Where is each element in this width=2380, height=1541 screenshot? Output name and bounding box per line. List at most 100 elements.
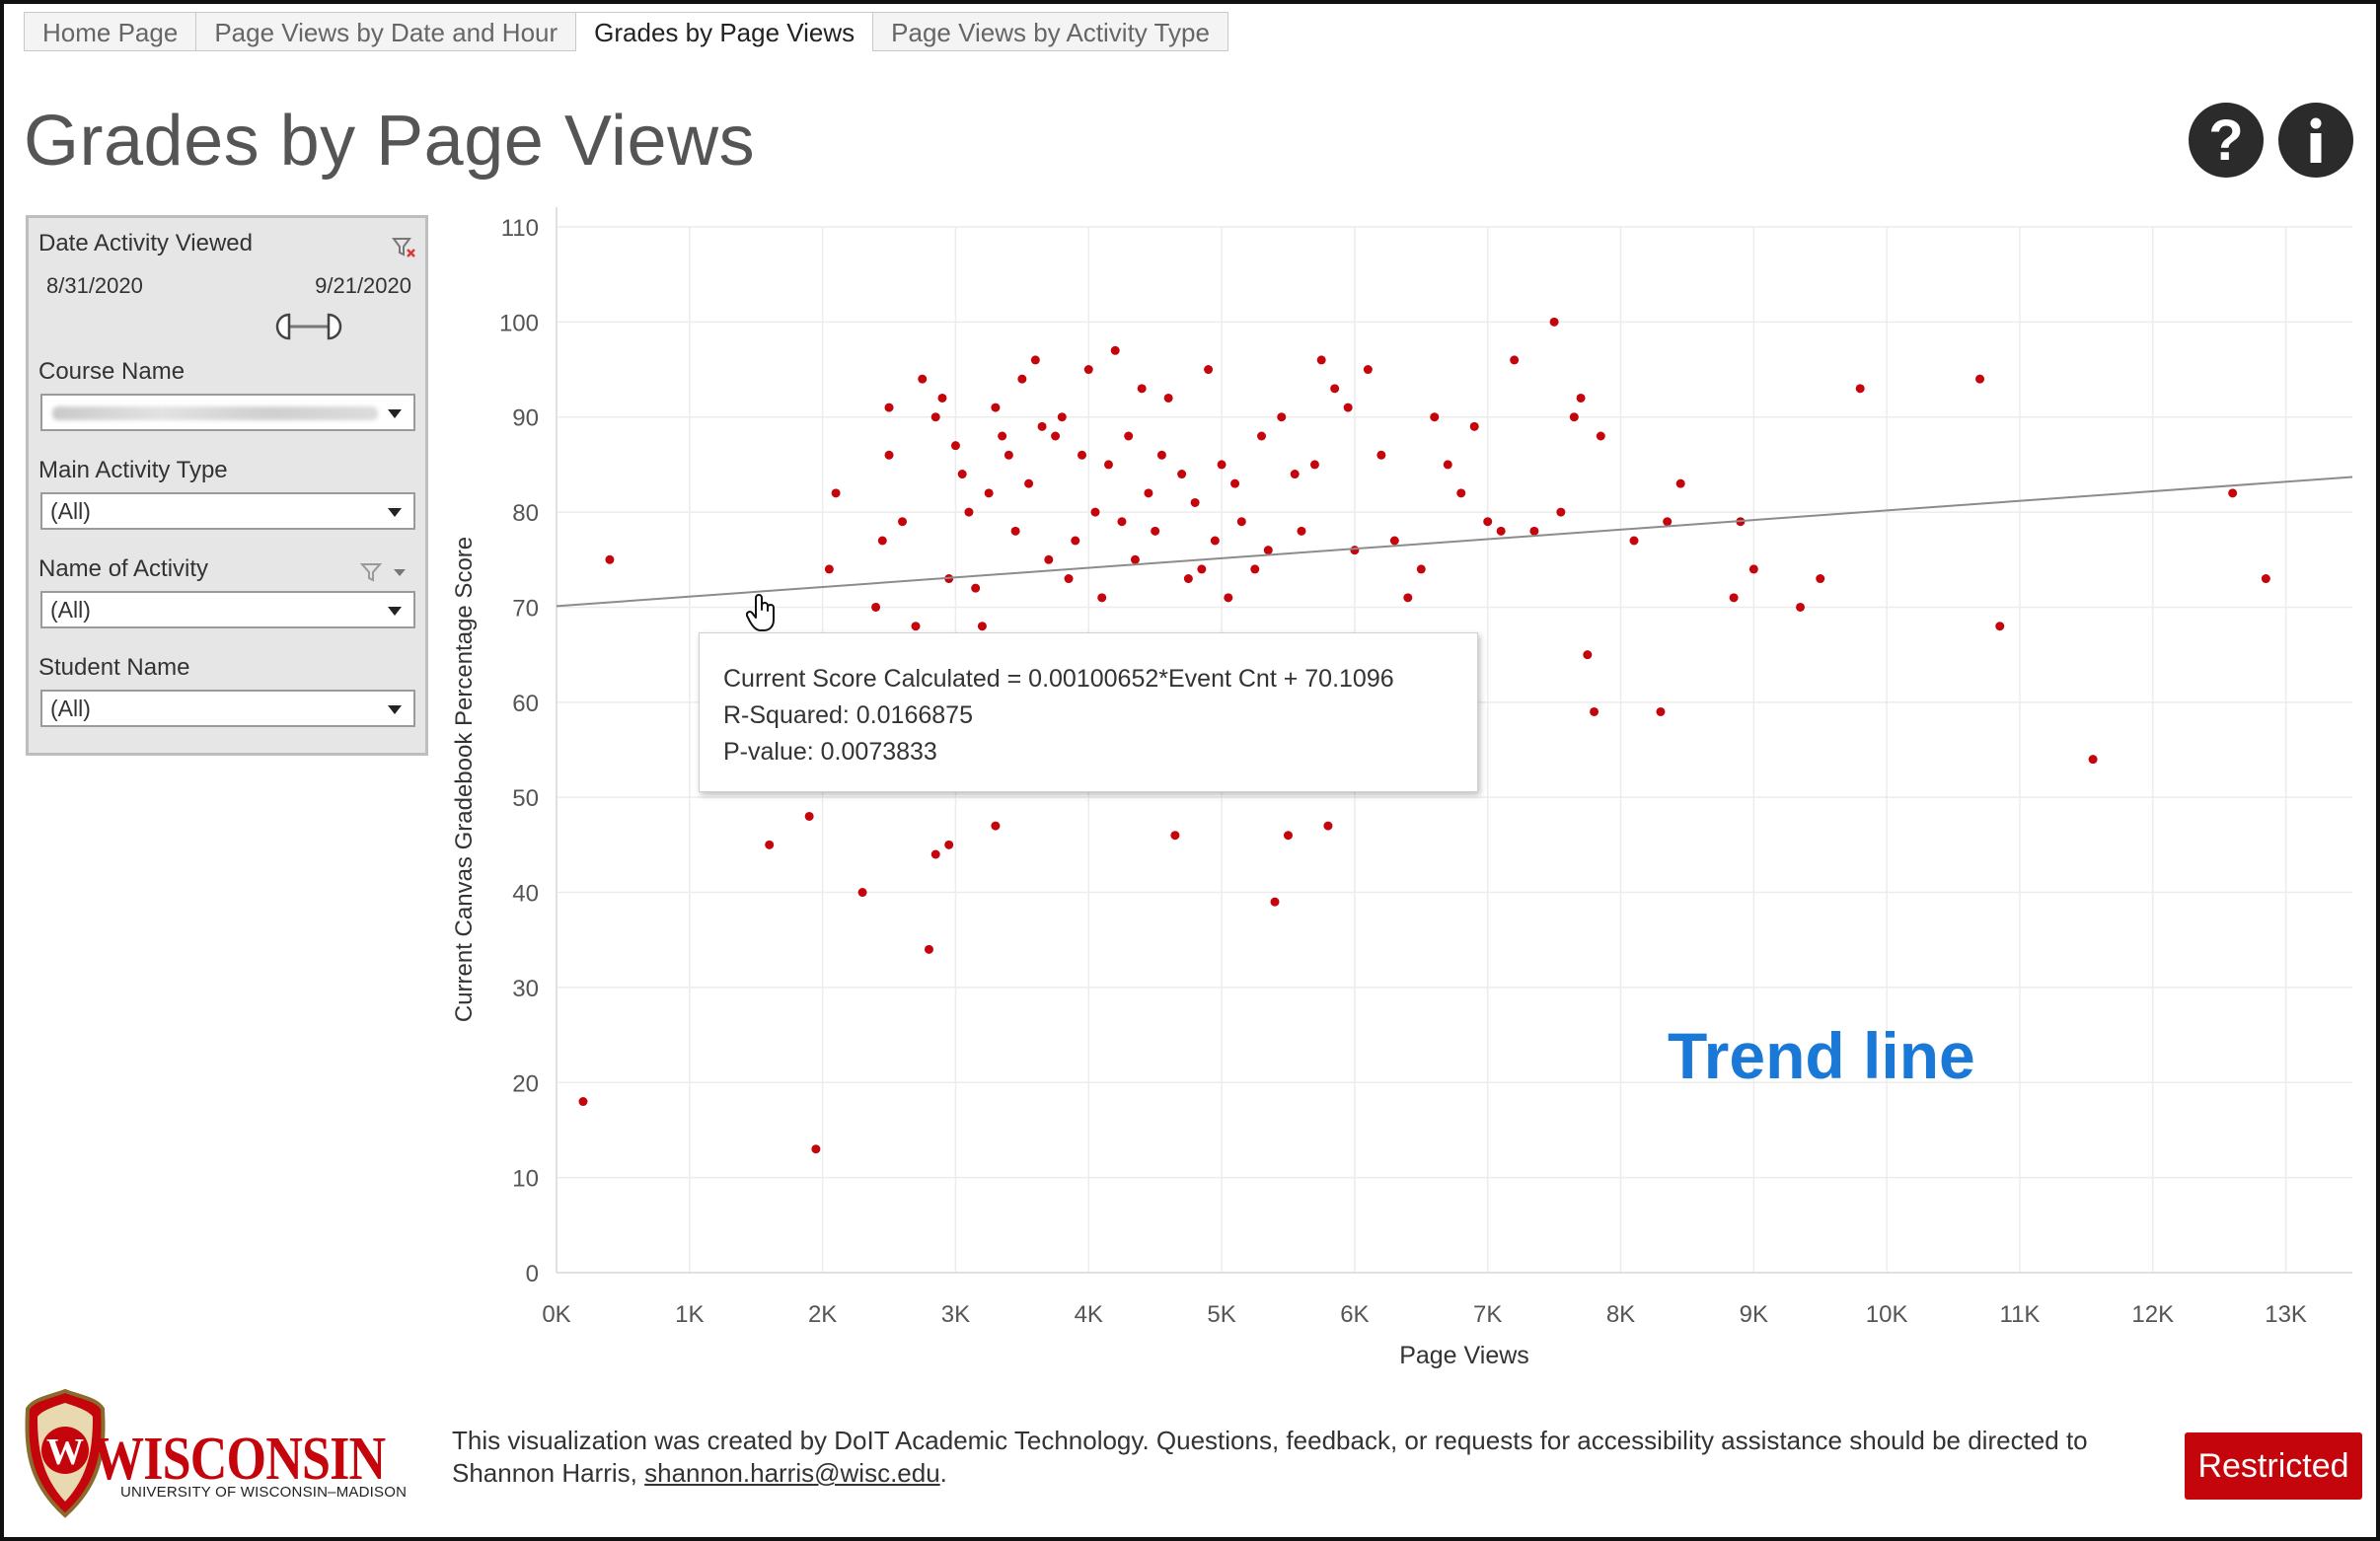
- data-point: [1183, 574, 1193, 584]
- info-button[interactable]: [2278, 103, 2353, 178]
- info-circle-icon: [2310, 117, 2322, 163]
- data-point: [1316, 355, 1326, 365]
- contact-email-link[interactable]: shannon.harris@wisc.edu: [644, 1458, 940, 1488]
- data-point: [884, 403, 894, 412]
- filter-menu-icon[interactable]: [360, 561, 419, 585]
- date-range-slider[interactable]: [267, 311, 350, 342]
- data-point: [1283, 831, 1293, 841]
- data-point: [911, 622, 921, 631]
- data-point: [2228, 488, 2238, 498]
- data-point: [1030, 355, 1040, 365]
- data-point: [944, 840, 954, 849]
- data-point: [871, 602, 881, 612]
- data-point: [1596, 431, 1605, 441]
- student-filter-label: Student Name: [38, 654, 190, 681]
- data-point: [1469, 421, 1479, 431]
- x-tick-label: 3K: [941, 1301, 970, 1328]
- data-point: [1170, 831, 1180, 841]
- data-point: [998, 431, 1007, 441]
- y-tick-label: 90: [512, 405, 539, 432]
- activity-name-value: (All): [50, 597, 91, 623]
- data-point: [1163, 393, 1173, 403]
- data-point: [1097, 593, 1107, 603]
- x-tick-label: 2K: [808, 1301, 837, 1328]
- x-tick-label: 5K: [1207, 1301, 1235, 1328]
- data-point: [1663, 517, 1673, 527]
- x-tick-label: 7K: [1473, 1301, 1502, 1328]
- course-name-select[interactable]: [40, 394, 415, 431]
- data-point: [877, 536, 887, 546]
- data-point: [804, 811, 814, 821]
- data-point: [1483, 517, 1493, 527]
- tab-page-views-by-activity-type[interactable]: Page Views by Activity Type: [873, 12, 1228, 51]
- tab-bar: Home Page Page Views by Date and Hour Gr…: [24, 12, 1228, 51]
- data-point: [765, 840, 775, 849]
- data-point: [1277, 412, 1287, 422]
- data-point: [1130, 554, 1140, 564]
- data-point: [1117, 517, 1127, 527]
- y-tick-label: 50: [512, 785, 539, 812]
- data-point: [1656, 706, 1666, 716]
- y-tick-label: 0: [526, 1261, 539, 1287]
- data-point: [1217, 460, 1227, 470]
- tab-grades-by-page-views[interactable]: Grades by Page Views: [576, 12, 874, 51]
- chevron-down-icon: [388, 607, 402, 616]
- activity-name-select[interactable]: (All): [40, 591, 415, 628]
- tooltip-r-squared: R-Squared: 0.0166875: [723, 701, 973, 729]
- data-point: [991, 403, 1001, 412]
- data-point: [2088, 755, 2098, 765]
- data-point: [578, 1097, 588, 1107]
- question-circle-icon: ?: [2208, 108, 2244, 173]
- data-point: [605, 554, 615, 564]
- redacted-course-name: [52, 406, 378, 420]
- date-start-value: 8/31/2020: [46, 273, 143, 298]
- data-point: [2261, 574, 2270, 584]
- data-point: [1363, 365, 1373, 375]
- trend-tooltip: Current Score Calculated = 0.00100652*Ev…: [699, 632, 1478, 792]
- data-point: [1430, 412, 1440, 422]
- chevron-down-icon: [388, 705, 402, 714]
- chevron-down-icon: [388, 508, 402, 517]
- data-point: [1137, 384, 1147, 394]
- data-point: [964, 507, 974, 517]
- y-tick-label: 10: [512, 1166, 539, 1193]
- data-point: [1024, 478, 1034, 488]
- data-point: [991, 821, 1001, 831]
- data-point: [1290, 470, 1300, 479]
- data-point: [1590, 706, 1599, 716]
- data-point: [950, 441, 960, 451]
- page-title: Grades by Page Views: [24, 102, 756, 181]
- x-tick-label: 4K: [1075, 1301, 1103, 1328]
- data-point: [1629, 536, 1639, 546]
- x-tick-label: 10K: [1866, 1301, 1908, 1328]
- data-point: [1748, 564, 1758, 574]
- main-activity-type-select[interactable]: (All): [40, 492, 415, 530]
- tab-home-page[interactable]: Home Page: [24, 12, 197, 51]
- data-point: [1816, 574, 1825, 584]
- data-point: [1376, 450, 1386, 460]
- data-point: [1250, 564, 1260, 574]
- data-point: [1309, 460, 1319, 470]
- logo-wordmark: WISCONSIN: [93, 1426, 386, 1493]
- data-point: [1330, 384, 1340, 394]
- restricted-badge[interactable]: Restricted: [2185, 1432, 2362, 1500]
- trend-line-annotation: Trend line: [1668, 1019, 1975, 1092]
- help-button[interactable]: ?: [2189, 103, 2264, 178]
- student-name-select[interactable]: (All): [40, 690, 415, 727]
- y-axis-title: Current Canvas Gradebook Percentage Scor…: [451, 537, 478, 1022]
- tab-page-views-by-date-and-hour[interactable]: Page Views by Date and Hour: [196, 12, 577, 51]
- date-end-value: 9/21/2020: [315, 273, 411, 298]
- clear-filter-icon[interactable]: [392, 236, 417, 259]
- y-tick-label: 40: [512, 881, 539, 908]
- data-point: [1350, 546, 1360, 555]
- data-point: [1510, 355, 1520, 365]
- x-tick-label: 13K: [2265, 1301, 2307, 1328]
- x-tick-label: 1K: [675, 1301, 704, 1328]
- footer-message: This visualization was created by DoIT A…: [452, 1426, 2088, 1488]
- tooltip-p-value: P-value: 0.0073833: [723, 738, 937, 766]
- y-tick-label: 70: [512, 595, 539, 622]
- x-tick-label: 0K: [542, 1301, 570, 1328]
- course-filter-label: Course Name: [38, 358, 186, 385]
- data-point: [1017, 374, 1027, 384]
- hand-cursor-icon: [746, 594, 775, 631]
